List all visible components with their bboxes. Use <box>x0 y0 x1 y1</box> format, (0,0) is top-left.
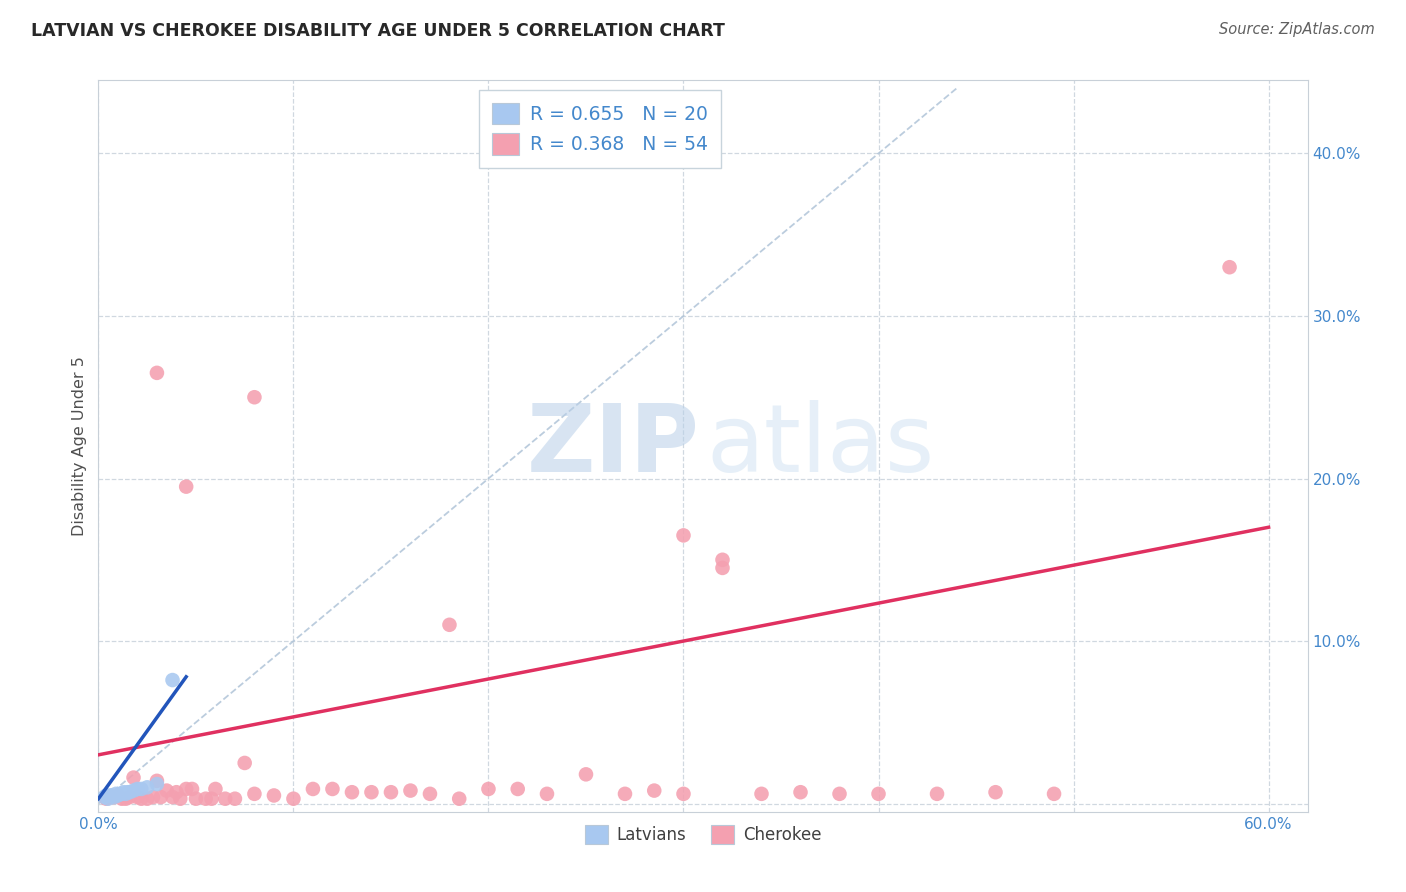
Legend: Latvians, Cherokee: Latvians, Cherokee <box>578 818 828 851</box>
Point <box>122 783 145 797</box>
Point <box>204 781 226 796</box>
Point <box>165 785 187 799</box>
Point <box>536 787 558 801</box>
Point <box>156 783 179 797</box>
Y-axis label: Disability Age Under 5: Disability Age Under 5 <box>72 356 87 536</box>
Point <box>111 791 134 805</box>
Point <box>136 780 159 795</box>
Point <box>419 787 441 801</box>
Point <box>868 787 890 801</box>
Point <box>184 791 207 805</box>
Point <box>149 790 172 805</box>
Point <box>146 366 169 380</box>
Point <box>283 791 305 805</box>
Point <box>162 673 184 687</box>
Point <box>174 480 197 494</box>
Point <box>477 781 499 796</box>
Point <box>96 791 118 805</box>
Point <box>104 787 127 801</box>
Point <box>302 781 325 796</box>
Point <box>131 791 153 805</box>
Point <box>439 617 461 632</box>
Point <box>711 561 734 575</box>
Point <box>98 789 121 803</box>
Point <box>96 789 118 803</box>
Point <box>169 791 191 805</box>
Point <box>108 787 131 801</box>
Point <box>181 781 204 796</box>
Point <box>146 777 169 791</box>
Point <box>93 790 115 805</box>
Text: LATVIAN VS CHEROKEE DISABILITY AGE UNDER 5 CORRELATION CHART: LATVIAN VS CHEROKEE DISABILITY AGE UNDER… <box>31 22 725 40</box>
Text: atlas: atlas <box>707 400 935 492</box>
Point <box>643 783 665 797</box>
Point <box>340 785 363 799</box>
Point <box>97 791 120 805</box>
Point <box>118 785 141 799</box>
Point <box>711 553 734 567</box>
Point <box>506 781 529 796</box>
Point <box>360 785 382 799</box>
Point <box>380 785 402 799</box>
Point <box>114 791 136 805</box>
Point <box>672 787 695 801</box>
Point <box>321 781 343 796</box>
Point <box>136 791 159 805</box>
Point <box>127 781 149 796</box>
Point <box>117 785 139 799</box>
Point <box>224 791 246 805</box>
Point <box>118 790 141 805</box>
Point <box>114 787 136 801</box>
Point <box>925 787 948 801</box>
Point <box>828 787 851 801</box>
Point <box>101 789 124 803</box>
Point <box>107 789 129 803</box>
Point <box>449 791 471 805</box>
Point <box>575 767 598 781</box>
Point <box>200 791 222 805</box>
Point <box>112 785 135 799</box>
Point <box>107 789 129 803</box>
Point <box>122 771 145 785</box>
Point <box>111 787 134 801</box>
Point <box>233 756 256 770</box>
Point <box>142 790 165 805</box>
Point <box>98 790 121 805</box>
Point <box>789 785 811 799</box>
Point <box>194 791 217 805</box>
Point <box>243 787 266 801</box>
Point <box>103 790 125 805</box>
Point <box>984 785 1007 799</box>
Point <box>103 790 125 805</box>
Point <box>399 783 422 797</box>
Point <box>614 787 637 801</box>
Point <box>131 781 153 796</box>
Point <box>243 390 266 404</box>
Text: ZIP: ZIP <box>526 400 699 492</box>
Point <box>263 789 285 803</box>
Point <box>162 790 184 805</box>
Point <box>751 787 773 801</box>
Point <box>1043 787 1066 801</box>
Point <box>146 773 169 788</box>
Text: Source: ZipAtlas.com: Source: ZipAtlas.com <box>1219 22 1375 37</box>
Point <box>174 781 197 796</box>
Point <box>127 790 149 805</box>
Point <box>672 528 695 542</box>
Point <box>1219 260 1241 275</box>
Point <box>214 791 236 805</box>
